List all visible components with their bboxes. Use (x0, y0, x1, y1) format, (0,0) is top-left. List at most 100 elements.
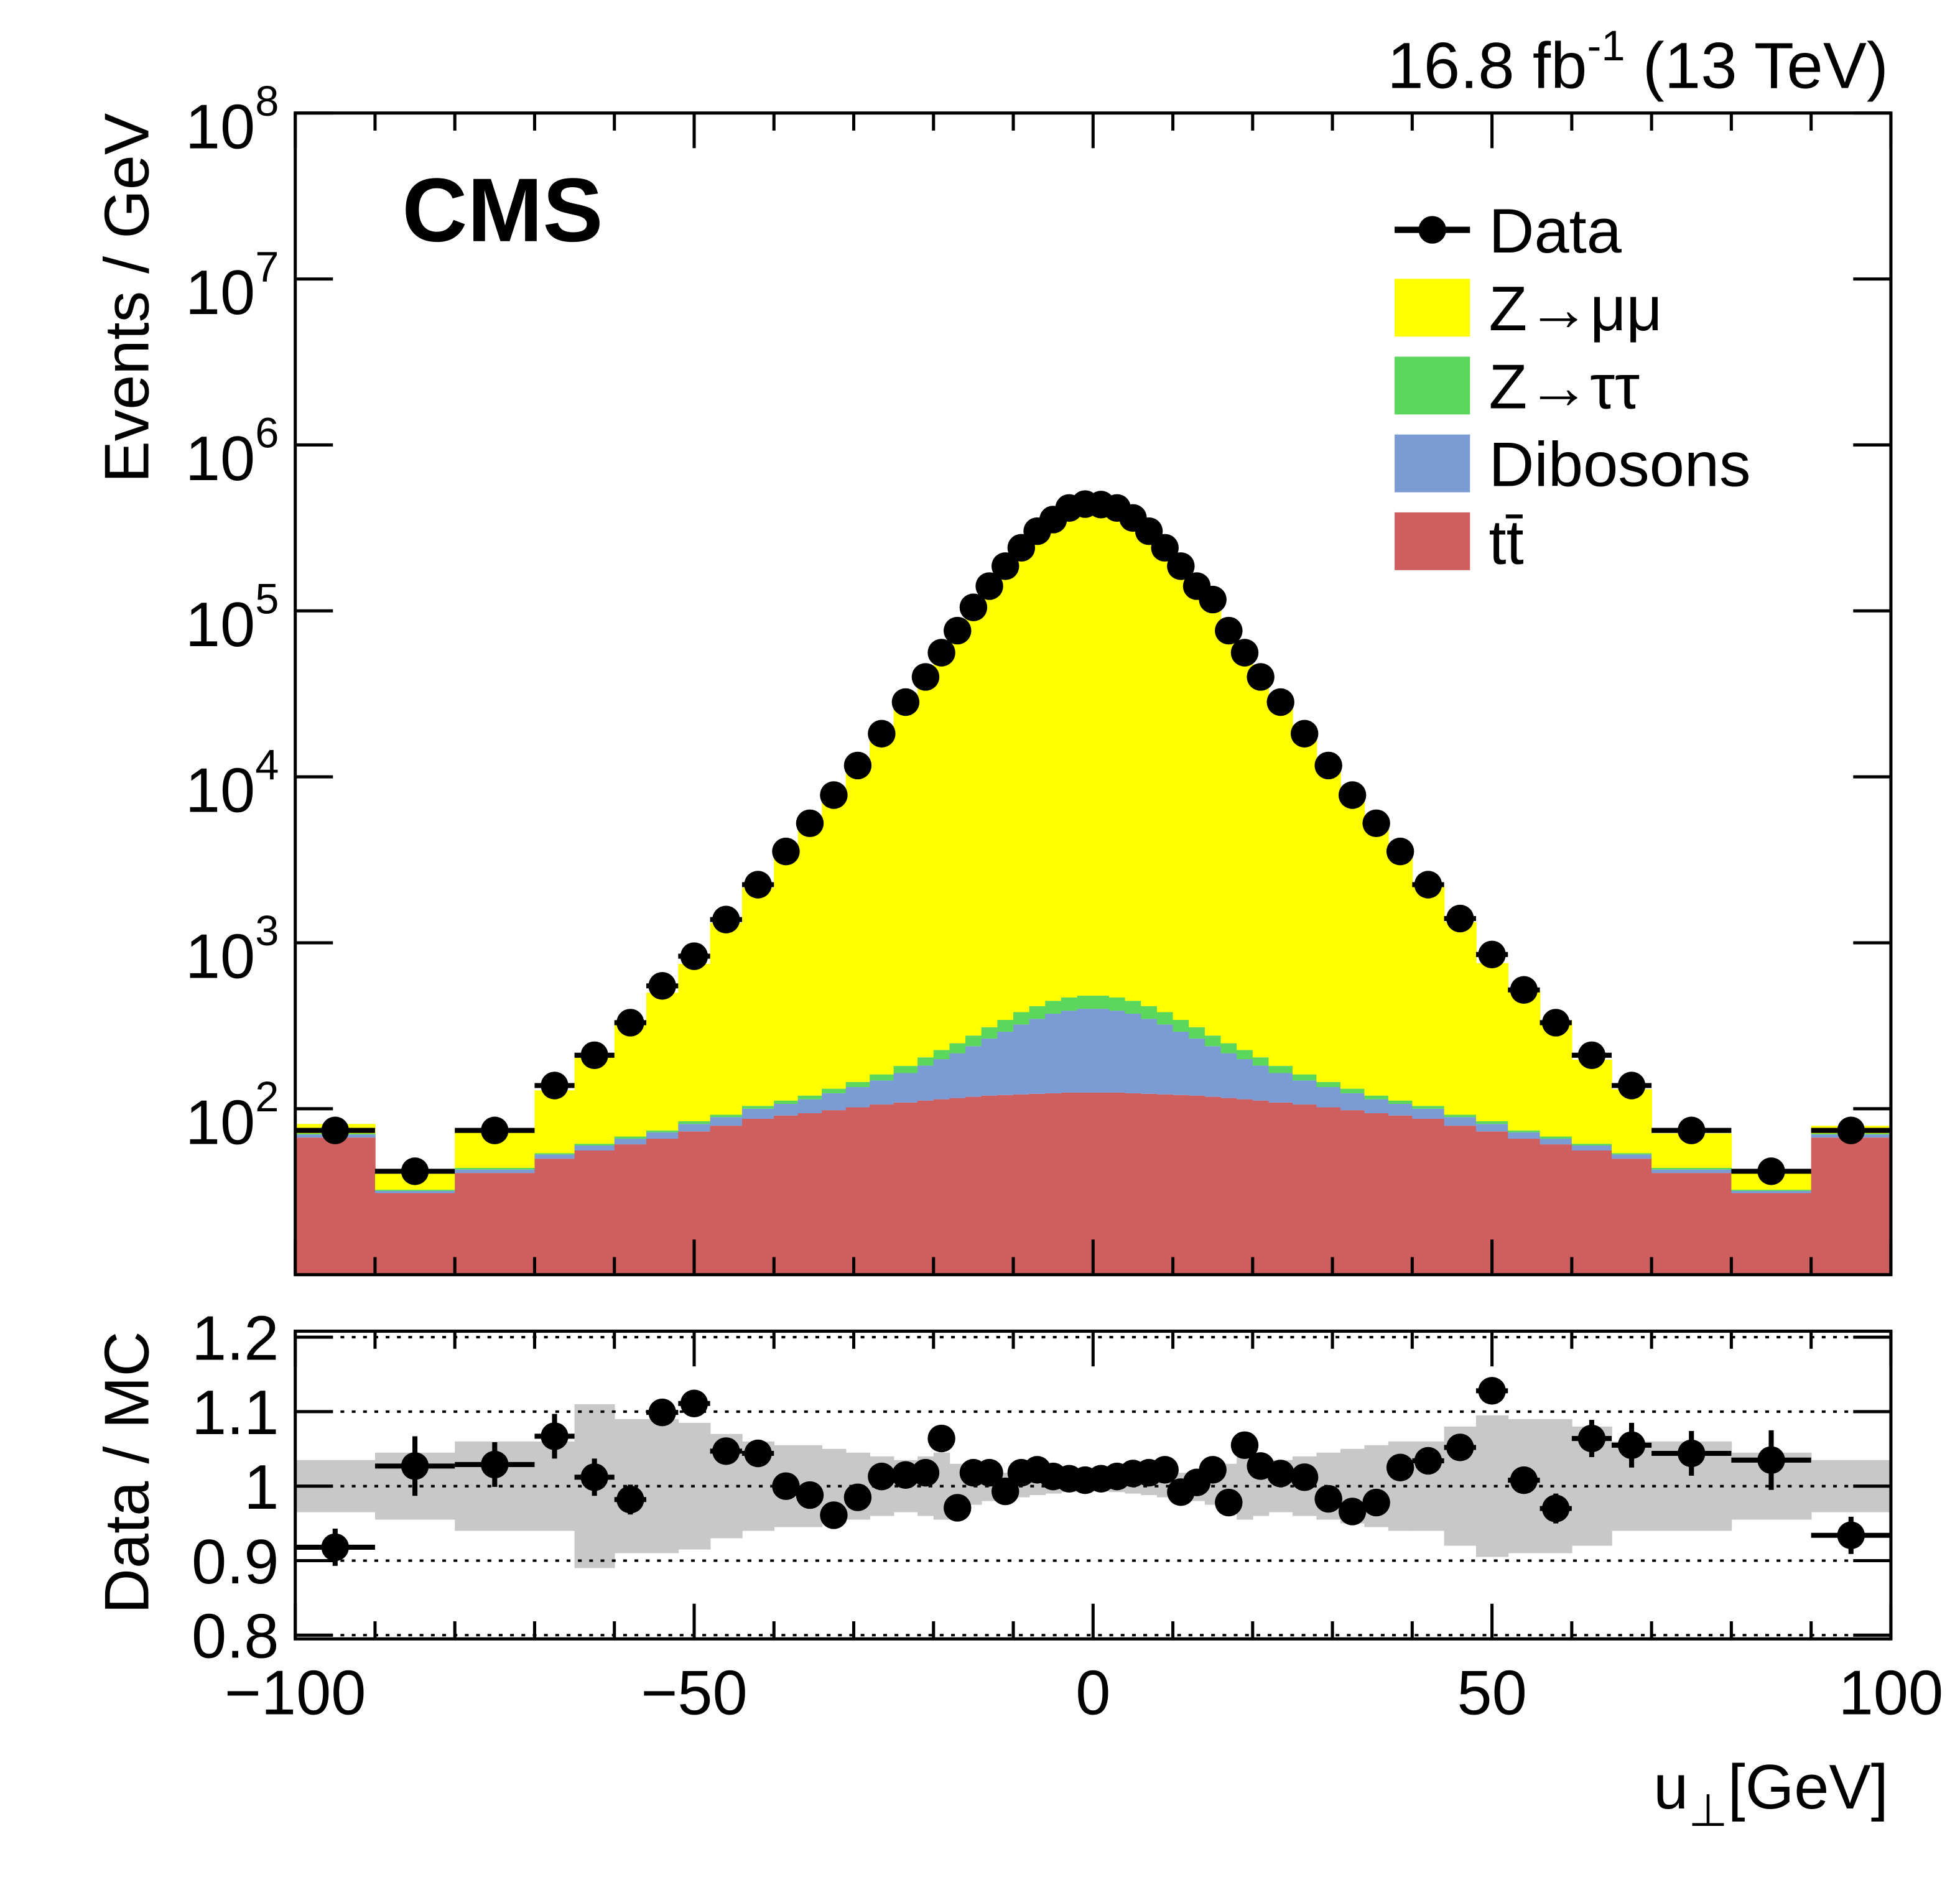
histogram-bar (1611, 1153, 1652, 1155)
histogram-bar (295, 1137, 376, 1275)
histogram-bar (997, 1032, 1014, 1095)
y-tick-base: 10 (185, 590, 255, 660)
histogram-bar (1045, 1093, 1062, 1275)
data-point (481, 1116, 509, 1144)
histogram-bar (1077, 1009, 1094, 1093)
histogram-bar (981, 1095, 998, 1275)
legend-swatch (1395, 356, 1470, 415)
y-tick-label: 108 (185, 77, 279, 162)
histogram-bar (845, 764, 870, 1082)
y-tick-base: 10 (185, 1088, 255, 1157)
histogram-bar (917, 1065, 934, 1101)
histogram-bar (933, 1099, 950, 1275)
histogram-bar (822, 1093, 847, 1111)
histogram-bar (893, 703, 918, 1067)
data-point (616, 1009, 644, 1037)
ratio-point (1314, 1484, 1342, 1513)
ratio-point (1577, 1424, 1606, 1453)
histogram-bar (981, 587, 998, 1027)
histogram-bar (870, 1074, 894, 1081)
histogram-bar (917, 678, 934, 1058)
histogram-bar (1340, 1110, 1365, 1275)
ratio-point (1386, 1453, 1414, 1481)
y-tick-label: 105 (185, 575, 279, 659)
histogram-bar (1571, 1059, 1612, 1144)
y-tick-exponent: 5 (255, 575, 279, 623)
histogram-bar (1571, 1151, 1612, 1275)
histogram-bar (1156, 1024, 1174, 1095)
histogram-bar (1125, 1013, 1142, 1093)
x-tick-label: −100 (225, 1658, 366, 1728)
data-point (911, 663, 940, 691)
data-point (1386, 837, 1414, 866)
histogram-bar (1475, 963, 1509, 1122)
histogram-bar (646, 1138, 679, 1275)
histogram-bar (1141, 532, 1158, 1006)
lumi-exponent: -1 (1587, 22, 1625, 70)
histogram-bar (774, 1115, 799, 1275)
histogram-bar (1125, 519, 1142, 1001)
ratio-point (911, 1458, 940, 1487)
histogram-bar (1173, 1019, 1190, 1032)
histogram-bar (1189, 1027, 1205, 1039)
legend-swatch (1395, 279, 1470, 337)
y-tick-label: 103 (185, 907, 279, 991)
histogram-bar (1252, 678, 1270, 1058)
x-label-subscript: ⊥ (1688, 1785, 1727, 1836)
histogram-bar (1731, 1193, 1812, 1275)
histogram-bar (614, 1136, 647, 1139)
data-point (927, 639, 955, 667)
histogram-bar (1651, 1167, 1732, 1170)
ratio-point (1199, 1456, 1227, 1484)
histogram-bar (534, 1090, 575, 1154)
y-tick-base: 10 (185, 756, 255, 826)
y-tick-base: 10 (185, 424, 255, 494)
legend-swatch (1395, 434, 1470, 493)
data-point (796, 809, 824, 838)
ratio-point (1151, 1456, 1179, 1484)
histogram-bar (1508, 1138, 1541, 1275)
histogram-bar (1237, 1050, 1253, 1060)
ratio-point (1757, 1446, 1785, 1474)
histogram-bar (1540, 1020, 1572, 1137)
ratio-point (1338, 1498, 1367, 1526)
data-point (1215, 616, 1243, 645)
data-point (1266, 688, 1294, 716)
histogram-bar (822, 1110, 847, 1275)
histogram-bar (870, 1080, 894, 1105)
histogram-bar (1268, 1073, 1293, 1103)
ratio-y-tick-label: 1 (244, 1453, 279, 1522)
histogram-bar (710, 1117, 743, 1126)
histogram-bar (1013, 549, 1030, 1012)
histogram-bar (1108, 1011, 1126, 1093)
data-point (1414, 871, 1442, 899)
y-tick-exponent: 4 (255, 741, 279, 789)
histogram-bar (893, 1102, 918, 1275)
data-point (648, 972, 676, 1000)
histogram-bar (741, 1106, 775, 1109)
legend-marker (1418, 216, 1446, 244)
ratio-point (1617, 1431, 1646, 1460)
histogram-bar (917, 1057, 934, 1066)
x-tick-label: −50 (641, 1658, 747, 1728)
histogram-bar (997, 1019, 1014, 1032)
histogram-bar (949, 1053, 966, 1098)
ratio-point (680, 1389, 708, 1417)
histogram-bar (1061, 1092, 1078, 1275)
ratio-point (321, 1533, 350, 1562)
ratio-point (772, 1472, 800, 1500)
data-point (744, 871, 772, 899)
data-point (1678, 1116, 1706, 1144)
histogram-bar (1292, 734, 1317, 1075)
histogram-bar (845, 1107, 870, 1275)
histogram-bar (1340, 1088, 1365, 1093)
histogram-bar (534, 1159, 575, 1275)
histogram-bar (1189, 586, 1205, 1027)
histogram-bar (1013, 1024, 1030, 1095)
histogram-bar (1029, 532, 1046, 1006)
histogram-bar (1731, 1190, 1812, 1193)
histogram-bar (1475, 1124, 1509, 1132)
histogram-bar (797, 822, 823, 1096)
histogram-bar (797, 1113, 823, 1275)
